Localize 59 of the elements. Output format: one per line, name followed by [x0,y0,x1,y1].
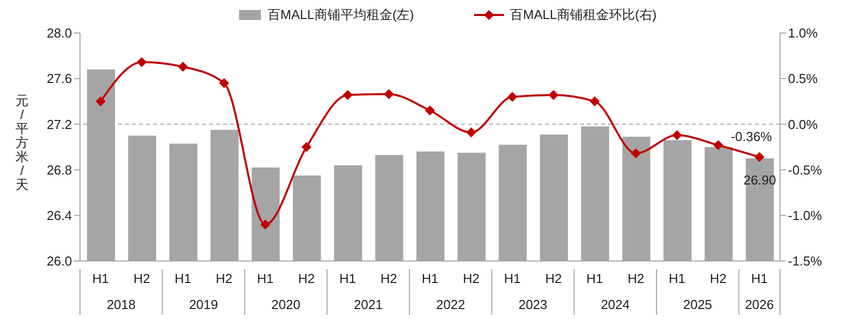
y-tick-label: 27.6 [46,71,72,86]
x-tick-label: H1 [422,271,438,286]
y2-tick-label: 1.0% [788,26,818,41]
x-tick-label: H1 [751,271,768,286]
x-tick-label: H1 [668,271,686,286]
text: 2024 [600,297,630,312]
y-axis-title: 元/平方米/天 [16,93,28,192]
point [590,96,600,106]
text: 2020 [271,297,300,312]
x-tick-label: H2 [216,271,232,286]
point [507,92,518,102]
point [96,96,106,106]
point [672,130,682,140]
y-tick-label: 28.0 [46,26,72,41]
point [342,90,353,100]
point [466,127,476,138]
x-tick-label: H1 [504,271,521,286]
y2-tick-label: -0.5% [788,162,822,178]
x-tick-label: H2 [462,271,480,286]
legend-label: 百MALL商铺平均租金(左) [267,6,414,24]
y2-tick-label: -1.5% [788,254,822,269]
x-tick-label: H1 [174,271,192,286]
text: 2022 [436,297,466,312]
x-tick-label: H2 [545,271,562,286]
y2-tick-label: -1.0% [788,208,822,224]
point [136,57,147,68]
text: 2025 [683,297,712,312]
text: 2019 [189,297,218,312]
text: 2023 [518,297,548,312]
text: 2026 [744,297,774,312]
y-tick-label: 26.4 [46,208,72,224]
point [630,148,641,158]
x-tick-label: H1 [92,271,109,286]
x-tick-label: H1 [256,271,274,286]
y2-tick-label: 0.5% [788,71,818,86]
point [548,90,559,100]
x-tick-label: H2 [628,271,644,286]
point [425,106,435,116]
point [260,220,270,230]
x-tick-label: H2 [380,271,398,286]
point [219,78,230,88]
x-tick-label: H2 [298,271,315,286]
point [384,89,394,100]
x-tick-label: H1 [586,271,604,286]
y-tick-label: 26.0 [46,254,72,269]
x-tick-label: H1 [339,271,356,286]
legend-label: 百MALL商铺租金环比(右) [510,6,657,24]
x-tick-label: H2 [710,271,727,286]
point [713,140,724,150]
y2-tick-label: 0.0% [788,116,818,132]
y-tick-label: 26.8 [46,162,72,178]
text: 2021 [354,297,383,312]
point [301,142,312,152]
point [754,152,764,162]
y-tick-label: 27.2 [46,116,72,132]
x-tick-label: H2 [133,271,150,286]
data-label: -0.36% [730,129,772,144]
text: 2018 [106,297,136,312]
point [178,62,188,72]
